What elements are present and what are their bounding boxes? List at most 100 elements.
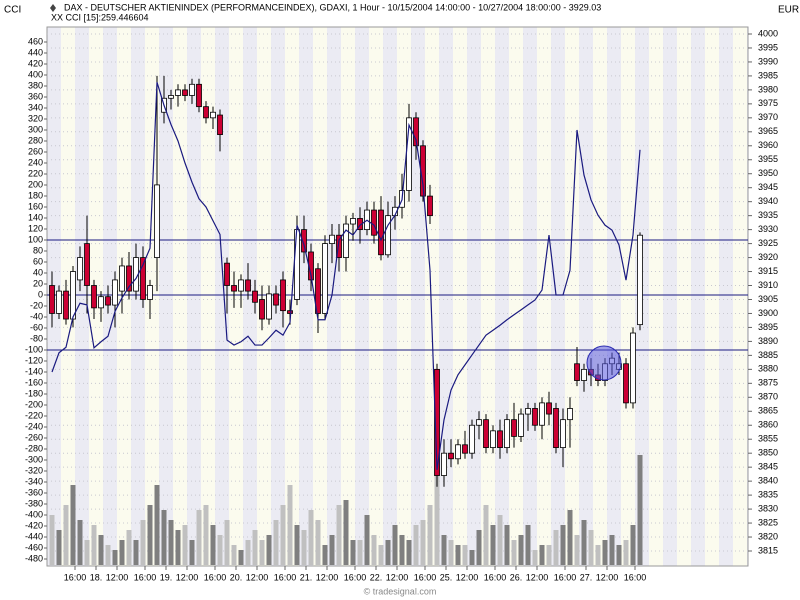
volume-bar: [147, 505, 153, 565]
candle-body: [329, 234, 335, 244]
candle-body: [511, 419, 517, 437]
time-band: [467, 27, 481, 566]
y-tick-label: 100: [28, 234, 43, 244]
x-tick-label: 20.: [230, 572, 243, 582]
volume-bar: [350, 540, 356, 565]
x-tick-label: 16:00: [204, 572, 227, 582]
volume-bar: [336, 505, 342, 565]
candle-body: [455, 444, 461, 460]
candle-body: [259, 299, 265, 320]
time-band: [369, 27, 383, 566]
x-tick-label: 27.: [580, 572, 593, 582]
y2-tick-label: 4000: [758, 28, 778, 38]
volume-bar: [504, 525, 510, 565]
y-tick-label: 140: [28, 212, 43, 222]
volume-bar: [427, 505, 433, 565]
volume-bar: [357, 540, 363, 565]
candle-body: [245, 279, 251, 292]
candle-body: [91, 285, 97, 309]
time-band: [719, 27, 733, 566]
y-tick-label: -160: [25, 377, 43, 387]
y-tick-label: 0: [38, 289, 43, 299]
volume-bar: [154, 485, 160, 565]
candle-body: [434, 368, 440, 476]
y2-tick-label: 3970: [758, 112, 778, 122]
x-tick-label: 12:00: [176, 572, 199, 582]
volume-bar: [406, 540, 412, 565]
y2-tick-label: 3870: [758, 392, 778, 402]
y-tick-label: 420: [28, 58, 43, 68]
candle-body: [231, 285, 237, 292]
y-tick-label: -180: [25, 388, 43, 398]
candle-body: [315, 268, 321, 314]
volume-bar: [364, 515, 370, 565]
y-tick-label: -320: [25, 465, 43, 475]
volume-bar: [441, 535, 447, 565]
time-band: [579, 27, 593, 566]
symbol-icon: [50, 4, 56, 12]
y2-tick-label: 3955: [758, 154, 778, 164]
time-band: [481, 27, 495, 566]
candle-body: [441, 452, 447, 476]
left-axis-label: CCI: [4, 5, 21, 16]
candle-body: [56, 290, 62, 314]
time-band: [691, 27, 705, 566]
volume-bar: [91, 525, 97, 565]
volume-bar: [399, 535, 405, 565]
candle-body: [476, 419, 482, 426]
volume-bar: [343, 500, 349, 565]
time-band: [621, 27, 635, 566]
y-tick-label: 60: [33, 256, 43, 266]
x-tick-label: 12:00: [386, 572, 409, 582]
volume-bar: [385, 540, 391, 565]
candle-body: [504, 419, 510, 448]
x-tick-label: 16:00: [624, 572, 647, 582]
y2-tick-label: 3995: [758, 42, 778, 52]
y-tick-label: 260: [28, 146, 43, 156]
time-band: [229, 27, 243, 566]
x-tick-label: 12:00: [456, 572, 479, 582]
volume-bar: [476, 530, 482, 565]
highlight-marker: [586, 345, 622, 381]
candle-body: [525, 408, 531, 415]
volume-bar: [378, 545, 384, 565]
y-tick-label: 320: [28, 113, 43, 123]
x-tick-label: 12:00: [246, 572, 269, 582]
y2-tick-label: 3880: [758, 364, 778, 374]
candle-body: [469, 424, 475, 454]
time-band: [607, 27, 621, 566]
x-tick-label: 12:00: [526, 572, 549, 582]
time-band: [509, 27, 523, 566]
y2-tick-label: 3890: [758, 336, 778, 346]
volume-bar: [574, 535, 580, 565]
volume-bar: [105, 545, 111, 565]
candle-body: [322, 243, 328, 314]
time-band: [439, 27, 453, 566]
candle-body: [287, 310, 293, 314]
time-band: [677, 27, 691, 566]
candle-body: [574, 363, 580, 381]
x-tick-label: 16:00: [484, 572, 507, 582]
candle-body: [126, 265, 132, 292]
time-band: [411, 27, 425, 566]
volume-bar: [448, 540, 454, 565]
time-band: [257, 27, 271, 566]
volume-bar: [266, 535, 272, 565]
candle-body: [77, 257, 83, 281]
time-band: [523, 27, 537, 566]
y-tick-label: -340: [25, 476, 43, 486]
y-tick-label: 120: [28, 223, 43, 233]
time-band: [733, 27, 747, 566]
x-tick-label: 21.: [300, 572, 313, 582]
x-tick-label: 18.: [90, 572, 103, 582]
time-band: [75, 27, 89, 566]
volume-bar: [420, 520, 426, 565]
y2-tick-label: 3845: [758, 462, 778, 472]
volume-bar: [280, 505, 286, 565]
candle-body: [581, 368, 587, 381]
x-tick-label: 22.: [370, 572, 383, 582]
y2-tick-label: 3945: [758, 182, 778, 192]
volume-bar: [392, 525, 398, 565]
candle-body: [630, 332, 636, 404]
